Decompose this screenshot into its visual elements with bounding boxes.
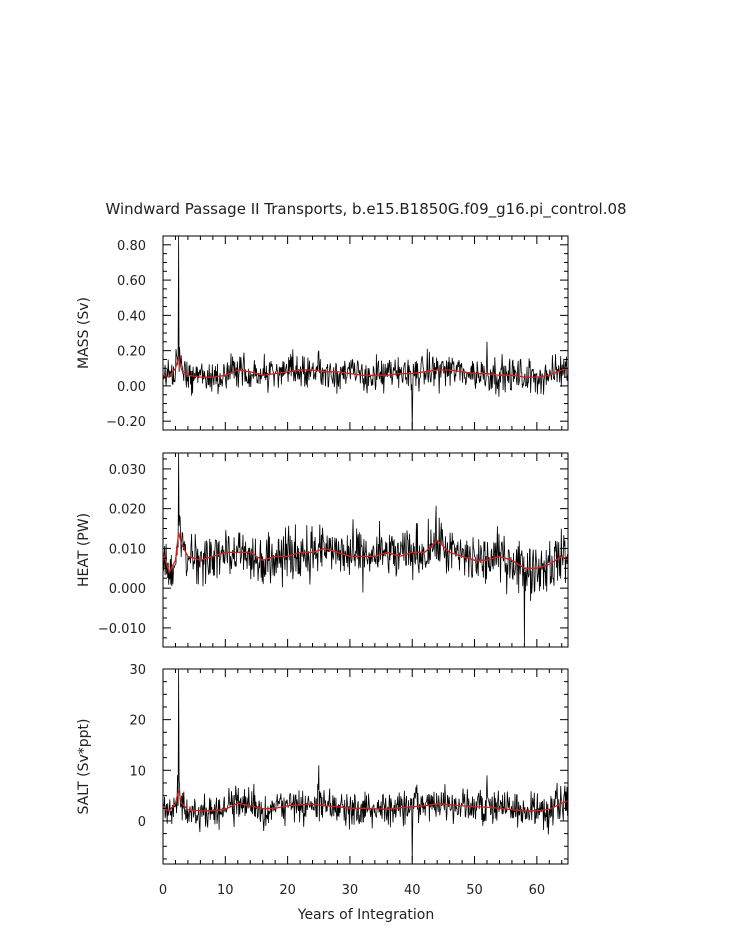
x-tick-label: 30 [342,883,359,898]
mass-y-axis-label: MASS (Sv) [76,297,92,369]
mass-y-tick-label: 0.20 [117,345,146,360]
heat-y-axis-label: HEAT (PW) [76,513,92,587]
heat-panel: −0.010 0.000 0.010 0.020 0.030 HEAT (PW) [76,452,569,648]
heat-plot-frame [162,452,569,648]
mass-y-tick-label: 0.80 [117,239,146,254]
salt-plot-frame [162,668,569,865]
mass-y-tick-label: 0.40 [117,309,146,324]
salt-y-axis-label: SALT (Sv*ppt) [76,719,92,815]
mass-y-tick-label: −0.20 [106,415,146,430]
heat-y-tick-label: −0.010 [98,622,146,637]
salt-panel: 0 10 20 30 SALT (Sv*ppt) 0 10 20 30 40 50 60 [76,663,569,898]
heat-raw-series-line [163,453,568,644]
x-tick-label: 40 [404,883,421,898]
x-tick-label: 0 [159,883,167,898]
heat-y-tick-label: 0.000 [109,582,146,597]
x-tick-label: 60 [529,883,546,898]
salt-raw-series-line [163,669,568,862]
x-axis-label: Years of Integration [297,907,434,923]
mass-y-tick-label: 0.00 [117,380,146,395]
heat-y-tick-label: 0.030 [109,463,146,478]
salt-y-tick-label: 10 [129,764,146,779]
salt-y-tick-label: 20 [129,714,146,729]
salt-smoothed-series-line [163,790,568,812]
mass-panel: −0.20 0.00 0.20 0.40 0.60 0.80 MASS (Sv) [76,235,569,431]
chart-title: Windward Passage II Transports, b.e15.B1… [105,200,626,219]
heat-y-tick-label: 0.010 [109,542,146,557]
mass-plot-frame [162,235,569,431]
salt-y-tick-label: 0 [138,815,146,830]
heat-smoothed-series-line [163,532,568,574]
mass-raw-series-line [163,236,568,429]
mass-y-tick-label: 0.60 [117,274,146,289]
mass-smoothed-series-line [163,355,568,378]
x-tick-label: 50 [466,883,483,898]
heat-y-tick-label: 0.020 [109,503,146,518]
salt-y-tick-label: 30 [129,663,146,678]
x-tick-label: 20 [279,883,296,898]
x-tick-label: 10 [217,883,234,898]
